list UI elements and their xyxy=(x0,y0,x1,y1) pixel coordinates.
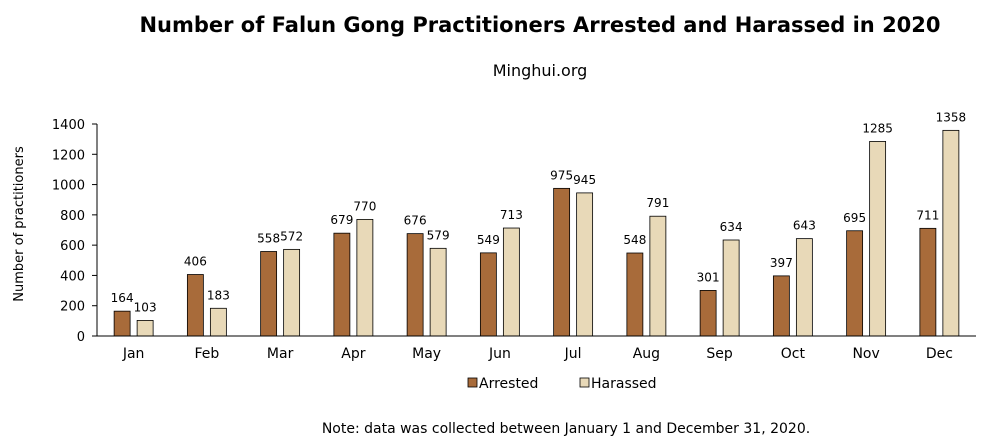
y-tick-label: 200 xyxy=(60,300,85,315)
bar-arrested xyxy=(333,232,351,337)
y-tick-label: 600 xyxy=(60,239,85,254)
data-label-harassed: 572 xyxy=(280,229,303,243)
data-label-arrested: 711 xyxy=(916,208,939,222)
x-tick-label: Jan xyxy=(122,346,145,362)
x-tick-label: Feb xyxy=(194,346,219,362)
legend-swatch-arrested xyxy=(467,377,478,388)
data-label-harassed: 103 xyxy=(134,300,157,314)
legend-label-harassed: Harassed xyxy=(591,376,657,392)
data-label-arrested: 679 xyxy=(330,213,353,227)
data-label-harassed: 579 xyxy=(427,228,450,242)
bar-harassed xyxy=(795,238,813,337)
x-tick-label: Jun xyxy=(488,346,511,362)
y-tick-label: 800 xyxy=(60,209,85,224)
x-axis: Jan Feb Mar Apr May Jun Jul Aug Sep Oct Nov Dec xyxy=(97,335,976,362)
bar-arrested xyxy=(772,275,790,337)
data-label-harassed: 643 xyxy=(793,219,816,233)
data-label-arrested: 406 xyxy=(184,255,207,269)
chart-subtitle: Minghui.org xyxy=(493,61,588,80)
y-tick-label: 400 xyxy=(60,269,85,284)
bar-harassed xyxy=(576,192,594,337)
bar-harassed xyxy=(942,129,960,337)
y-tick-label: 1200 xyxy=(52,148,85,163)
data-label-harassed: 713 xyxy=(500,208,523,222)
x-tick-label: Dec xyxy=(926,346,953,362)
data-label-arrested: 549 xyxy=(477,233,500,247)
bar-arrested xyxy=(113,310,131,337)
x-tick-label: Jul xyxy=(564,346,582,362)
x-tick-label: Aug xyxy=(633,346,660,362)
data-label-arrested: 975 xyxy=(550,168,573,182)
data-label-harassed: 1285 xyxy=(862,121,893,135)
data-label-harassed: 945 xyxy=(573,173,596,187)
bar-harassed xyxy=(502,227,520,337)
data-label-harassed: 183 xyxy=(207,288,230,302)
data-label-arrested: 676 xyxy=(404,214,427,228)
bar-arrested xyxy=(919,227,937,337)
data-label-harassed: 791 xyxy=(646,196,669,210)
bar-arrested xyxy=(186,274,204,337)
x-tick-label: Sep xyxy=(706,346,733,362)
bar-arrested xyxy=(479,252,497,337)
data-label-harassed: 1358 xyxy=(936,110,967,124)
data-label-arrested: 695 xyxy=(843,211,866,225)
x-tick-label: Oct xyxy=(781,346,806,362)
bar-arrested xyxy=(699,290,717,337)
x-tick-label: Mar xyxy=(267,346,294,362)
x-tick-label: Apr xyxy=(341,346,365,362)
x-tick-label: Nov xyxy=(852,346,879,362)
bar-harassed xyxy=(869,141,887,337)
x-tick-label: May xyxy=(412,346,441,362)
bar-harassed xyxy=(356,218,374,337)
bar-arrested xyxy=(260,251,278,337)
bar-arrested xyxy=(553,187,571,337)
y-axis-label: Number of practitioners xyxy=(12,146,27,302)
data-label-harassed: 770 xyxy=(353,199,376,213)
bar-harassed xyxy=(429,247,447,337)
y-axis: 0 200 400 600 800 1000 1200 1400 xyxy=(52,118,98,345)
bar-harassed xyxy=(209,307,227,337)
legend-swatch-harassed xyxy=(579,377,590,388)
legend: Arrested Harassed xyxy=(467,376,657,392)
y-tick-label: 1400 xyxy=(52,118,85,133)
bar-arrested xyxy=(846,230,864,337)
bar-arrested xyxy=(626,252,644,337)
bar-harassed xyxy=(283,248,301,337)
y-tick-label: 1000 xyxy=(52,179,85,194)
footnote: Note: data was collected between January… xyxy=(322,421,810,437)
bar-harassed xyxy=(649,215,667,337)
bar-harassed xyxy=(722,239,740,337)
bar-arrested xyxy=(406,233,424,337)
data-label-arrested: 164 xyxy=(111,291,134,305)
legend-label-arrested: Arrested xyxy=(479,376,538,392)
data-label-harassed: 634 xyxy=(720,220,743,234)
chart-title: Number of Falun Gong Practitioners Arres… xyxy=(139,13,940,37)
data-label-arrested: 558 xyxy=(257,232,280,246)
data-label-arrested: 548 xyxy=(623,233,646,247)
bar-harassed xyxy=(136,320,154,337)
data-label-arrested: 397 xyxy=(770,256,793,270)
data-label-arrested: 301 xyxy=(697,270,720,284)
y-tick-label: 0 xyxy=(77,330,85,345)
